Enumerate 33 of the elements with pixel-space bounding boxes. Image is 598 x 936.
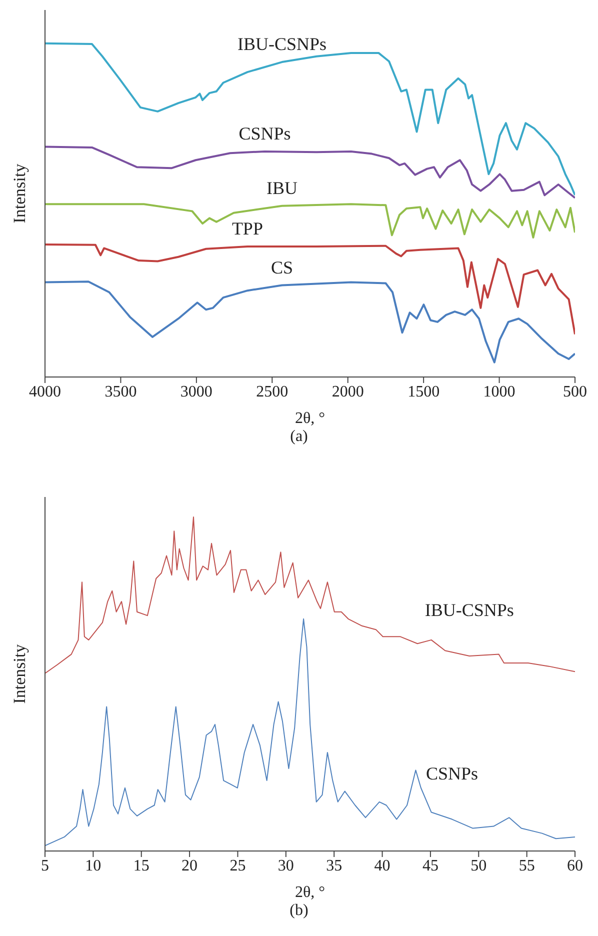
series-label: IBU-CSNPs <box>237 34 326 54</box>
x-tick-label: 30 <box>278 857 294 874</box>
x-tick-label: 45 <box>422 857 438 874</box>
x-tick-label: 1500 <box>408 383 440 400</box>
x-tick-label: 55 <box>518 857 535 874</box>
x-tick-label: 20 <box>182 857 198 874</box>
series-label: CS <box>270 257 293 278</box>
x-tick-label: 4000 <box>29 383 61 400</box>
x-tick-label: 5 <box>41 857 49 874</box>
x-tick-label: 35 <box>326 857 342 874</box>
x-tick-label: 500 <box>563 383 587 400</box>
x-tick-label: 3000 <box>180 383 212 400</box>
x-tick-label: 2500 <box>256 383 288 400</box>
x-tick-label: 3500 <box>104 383 137 400</box>
x-tick-label: 40 <box>374 857 390 874</box>
y-axis-title: Intensity <box>10 644 30 704</box>
series-label: CSNPs <box>238 123 291 144</box>
x-tick-label: 25 <box>230 857 246 874</box>
x-tick-label: 10 <box>85 857 102 874</box>
series-label: TPP <box>232 218 263 239</box>
x-tick-label: 1000 <box>483 383 516 400</box>
y-axis-title: Intensity <box>10 163 30 224</box>
series-label: CSNPs <box>426 763 478 784</box>
text: (b) <box>288 901 310 921</box>
x-tick-label: 50 <box>470 857 487 874</box>
x-tick-label: 2000 <box>332 383 364 400</box>
x-axis-title: 2θ, ° <box>294 884 326 901</box>
x-tick-label: 60 <box>567 857 583 874</box>
x-tick-label: 15 <box>133 857 150 874</box>
series-label: IBU-CSNPs <box>424 600 514 620</box>
text: (a) <box>289 427 309 447</box>
series-label: IBU <box>266 178 298 198</box>
x-axis-title: 2θ, ° <box>294 410 326 427</box>
